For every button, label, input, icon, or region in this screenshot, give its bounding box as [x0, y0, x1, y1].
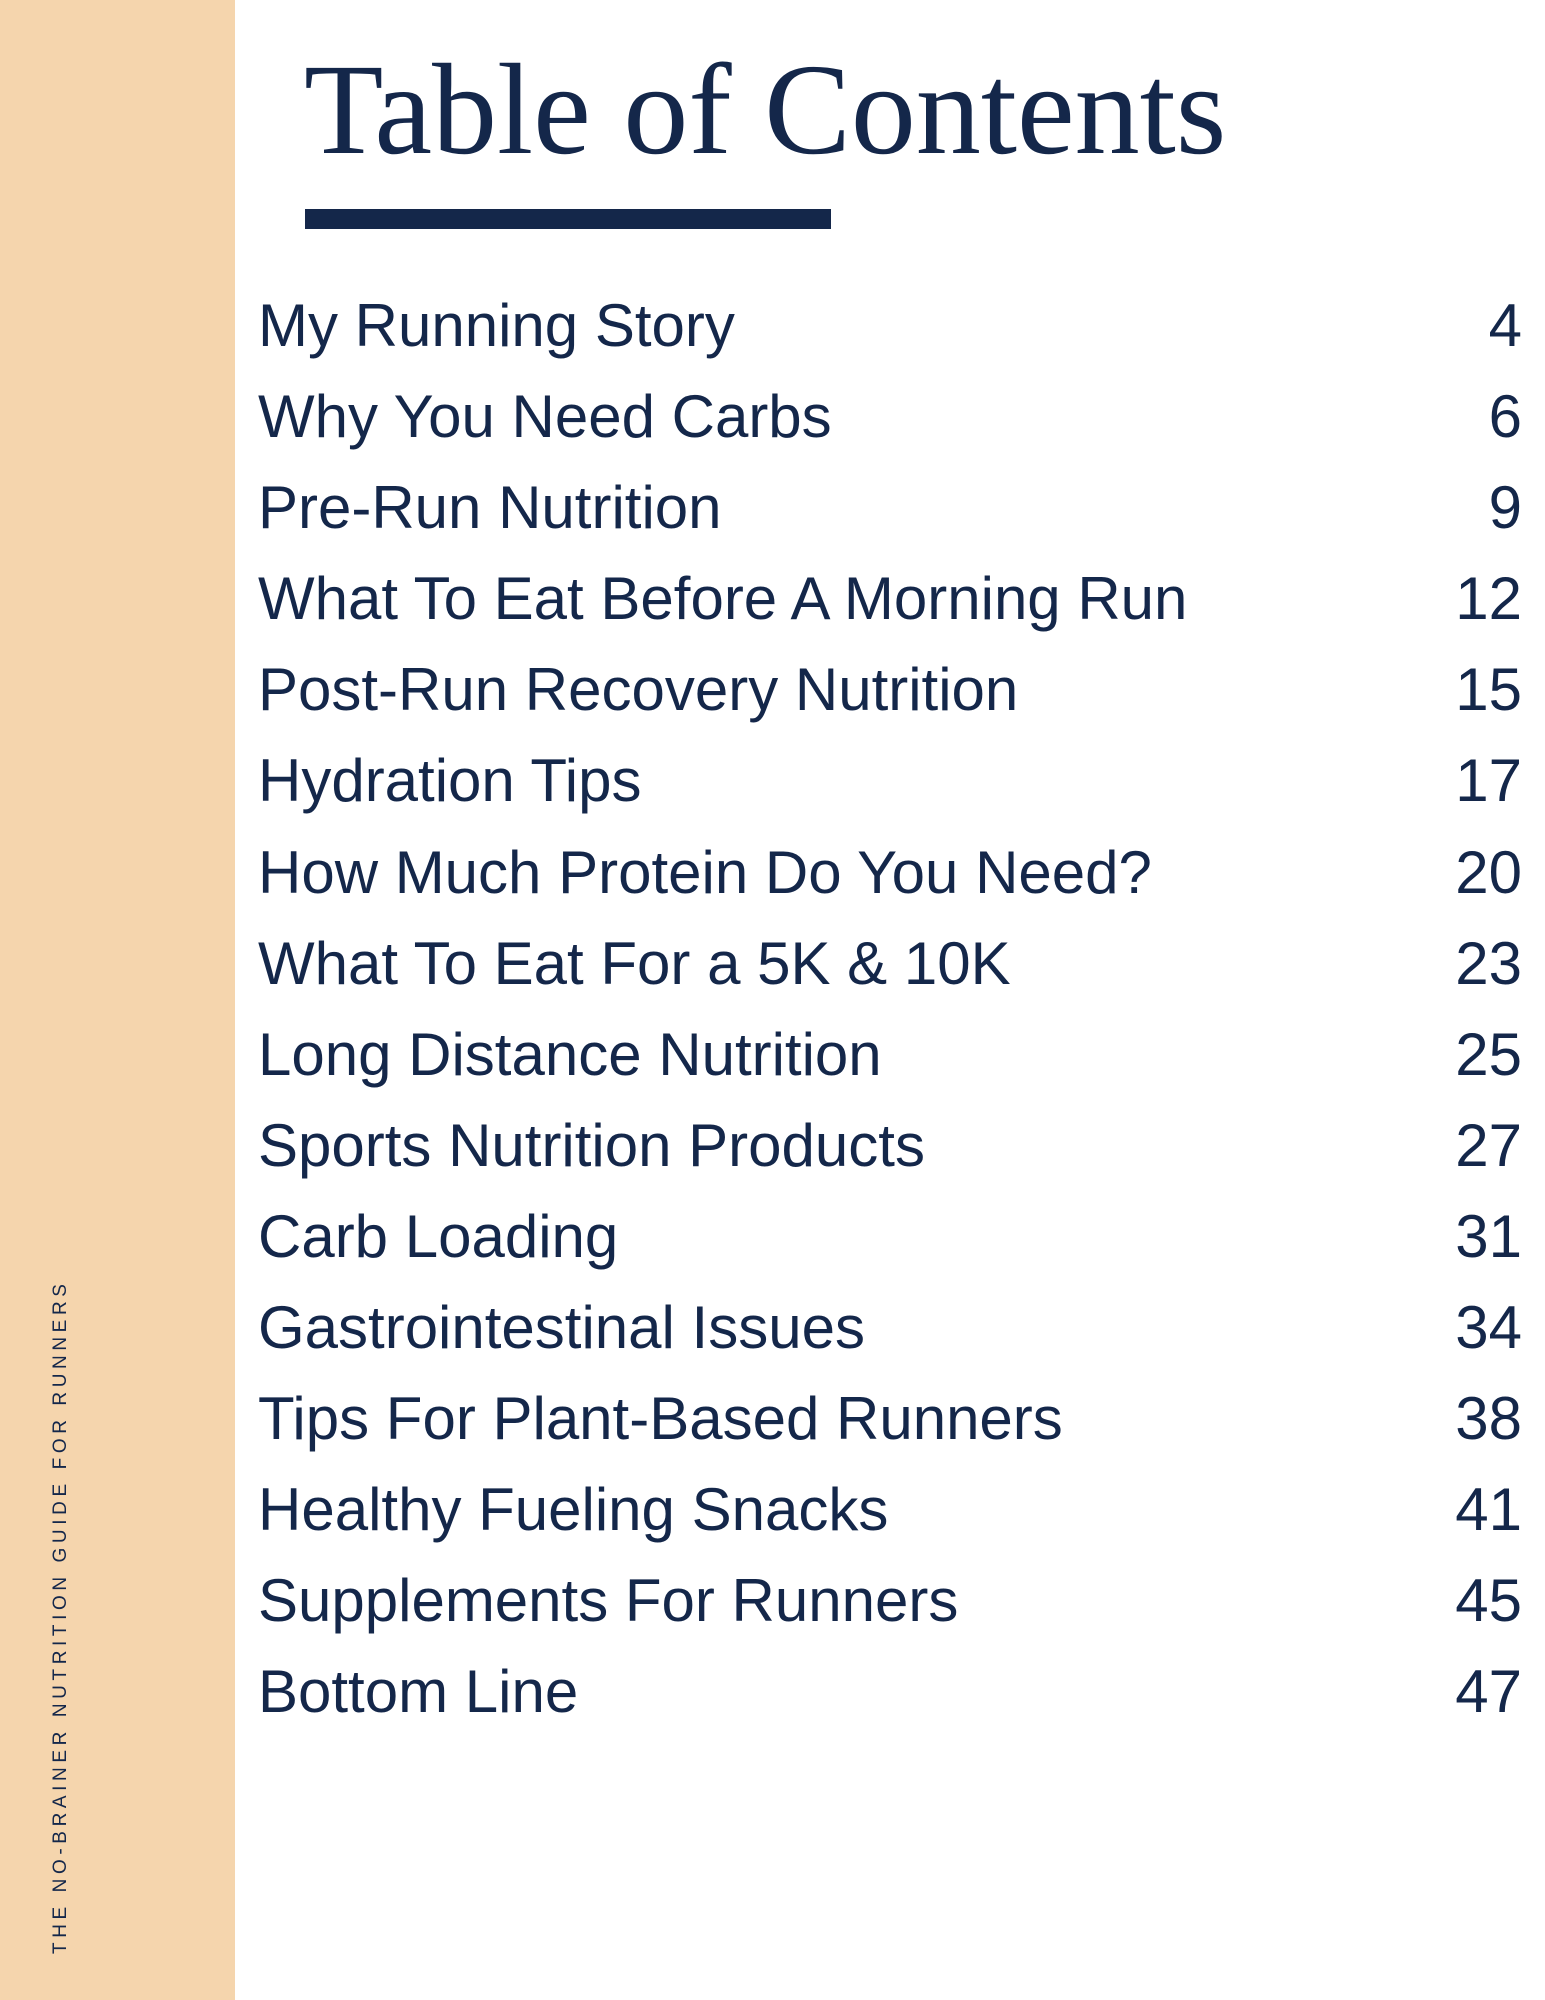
toc-entry-page: 6	[1488, 383, 1522, 451]
toc-entry[interactable]: What To Eat For a 5K & 10K 23	[258, 918, 1522, 1009]
toc-entry-page: 23	[1455, 929, 1522, 997]
toc-entry-page: 17	[1455, 747, 1522, 815]
toc-entry-label: Post-Run Recovery Nutrition	[258, 656, 1019, 724]
toc-entry-page: 4	[1488, 292, 1522, 359]
toc-entry-page: 31	[1455, 1202, 1522, 1270]
toc-entry[interactable]: My Running Story 4	[258, 280, 1522, 371]
toc-entry-page: 41	[1455, 1476, 1522, 1544]
toc-entry-label: My Running Story	[258, 292, 735, 359]
toc-entry-label: Carb Loading	[258, 1202, 619, 1270]
toc-entry-page: 45	[1455, 1567, 1522, 1635]
toc-entry-page: 38	[1455, 1385, 1522, 1453]
toc-entry[interactable]: Why You Need Carbs 6	[258, 371, 1522, 462]
toc-entry[interactable]: What To Eat Before A Morning Run 12	[258, 553, 1522, 644]
toc-entry-label: Gastrointestinal Issues	[258, 1294, 865, 1362]
toc-entry-page: 47	[1455, 1658, 1522, 1726]
toc-entry[interactable]: How Much Protein Do You Need? 20	[258, 827, 1522, 918]
toc-entry-page: 20	[1455, 838, 1522, 906]
toc-entry-label: Pre-Run Nutrition	[258, 474, 722, 542]
toc-entry-label: What To Eat For a 5K & 10K	[258, 929, 1011, 997]
toc-entry-label: Supplements For Runners	[258, 1567, 959, 1635]
toc-entry[interactable]: Carb Loading 31	[258, 1191, 1522, 1282]
toc-entry-page: 12	[1455, 565, 1522, 633]
toc-entry[interactable]: Supplements For Runners 45	[258, 1555, 1522, 1646]
toc-entry[interactable]: Tips For Plant-Based Runners 38	[258, 1373, 1522, 1464]
toc-entry[interactable]: Long Distance Nutrition 25	[258, 1009, 1522, 1100]
toc-entry[interactable]: Healthy Fueling Snacks 41	[258, 1464, 1522, 1555]
toc-entry-label: Healthy Fueling Snacks	[258, 1476, 889, 1544]
title-underline	[305, 209, 831, 229]
toc-entry-label: Bottom Line	[258, 1658, 579, 1726]
toc-entry-label: Why You Need Carbs	[258, 383, 832, 451]
toc-entry[interactable]: Sports Nutrition Products 27	[258, 1100, 1522, 1191]
book-title-vertical: THE NO-BRAINER NUTRITION GUIDE FOR RUNNE…	[50, 1279, 71, 1954]
toc-entry[interactable]: Hydration Tips 17	[258, 735, 1522, 826]
toc-entry-label: Long Distance Nutrition	[258, 1020, 882, 1088]
sidebar: THE NO-BRAINER NUTRITION GUIDE FOR RUNNE…	[0, 0, 235, 2000]
toc-entry[interactable]: Bottom Line 47	[258, 1646, 1522, 1737]
toc-list: My Running Story 4 Why You Need Carbs 6 Pre-…	[258, 280, 1522, 1738]
toc-entry-label: What To Eat Before A Morning Run	[258, 565, 1188, 633]
toc-entry-label: Tips For Plant-Based Runners	[258, 1385, 1063, 1453]
page-title: Table of Contents	[304, 38, 1227, 182]
toc-entry-page: 34	[1455, 1294, 1522, 1362]
toc-entry[interactable]: Post-Run Recovery Nutrition 15	[258, 644, 1522, 735]
toc-entry-label: Hydration Tips	[258, 747, 642, 815]
toc-entry-page: 9	[1488, 474, 1522, 542]
toc-entry[interactable]: Gastrointestinal Issues 34	[258, 1282, 1522, 1373]
toc-entry-label: Sports Nutrition Products	[258, 1111, 925, 1179]
toc-entry-page: 27	[1455, 1111, 1522, 1179]
toc-entry-page: 25	[1455, 1020, 1522, 1088]
toc-entry-page: 15	[1455, 656, 1522, 724]
toc-entry[interactable]: Pre-Run Nutrition 9	[258, 462, 1522, 553]
toc-entry-label: How Much Protein Do You Need?	[258, 838, 1152, 906]
